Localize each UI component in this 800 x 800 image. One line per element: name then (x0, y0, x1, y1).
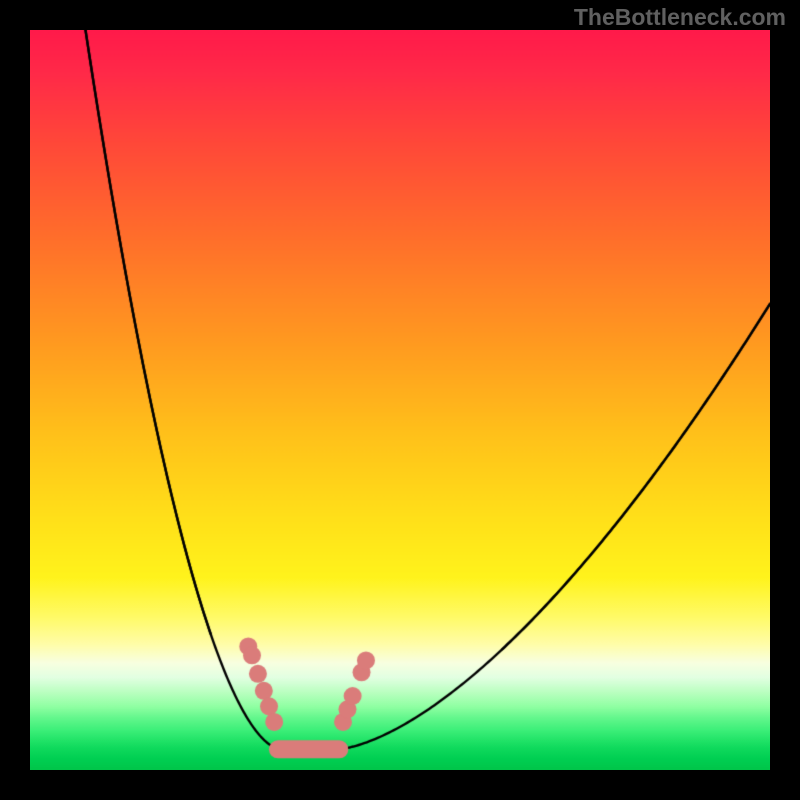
bottleneck-curve (30, 30, 770, 770)
chart-stage: { "canvas": { "width": 800, "height": 80… (0, 0, 800, 800)
plot-frame (30, 30, 770, 770)
plot-area (30, 30, 770, 770)
watermark-text: TheBottleneck.com (574, 4, 786, 31)
